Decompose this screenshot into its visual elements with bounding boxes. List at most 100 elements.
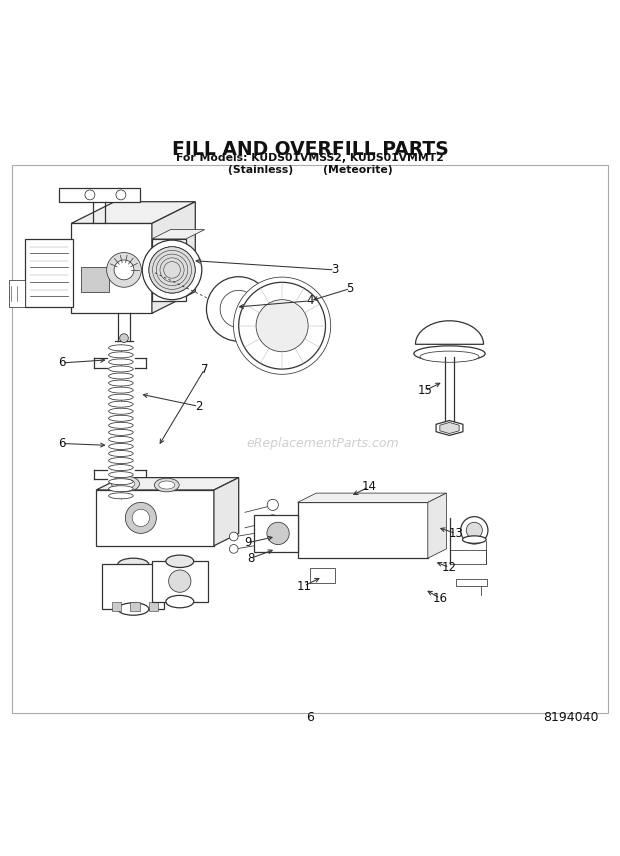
Polygon shape xyxy=(310,568,335,583)
Ellipse shape xyxy=(420,351,479,362)
Polygon shape xyxy=(456,579,487,586)
Circle shape xyxy=(267,514,278,526)
Polygon shape xyxy=(152,229,205,239)
Circle shape xyxy=(132,509,149,526)
Polygon shape xyxy=(214,478,239,546)
Polygon shape xyxy=(130,602,140,611)
Circle shape xyxy=(267,522,289,544)
Polygon shape xyxy=(71,202,195,223)
Ellipse shape xyxy=(166,596,193,608)
Ellipse shape xyxy=(108,443,133,449)
Ellipse shape xyxy=(108,394,133,400)
Circle shape xyxy=(116,190,126,199)
Circle shape xyxy=(466,522,482,538)
Circle shape xyxy=(107,253,141,288)
Ellipse shape xyxy=(108,485,133,491)
Circle shape xyxy=(114,260,134,280)
Polygon shape xyxy=(298,493,446,502)
Circle shape xyxy=(206,276,271,342)
Polygon shape xyxy=(71,223,152,313)
Text: 11: 11 xyxy=(296,580,311,592)
Ellipse shape xyxy=(166,555,193,568)
Circle shape xyxy=(239,282,326,369)
Polygon shape xyxy=(9,280,25,307)
Polygon shape xyxy=(25,239,73,307)
Ellipse shape xyxy=(108,408,133,414)
Circle shape xyxy=(229,544,238,553)
Circle shape xyxy=(125,502,156,533)
Ellipse shape xyxy=(108,430,133,436)
Text: 7: 7 xyxy=(201,363,208,376)
Text: 5: 5 xyxy=(347,282,354,295)
Ellipse shape xyxy=(108,472,133,478)
Ellipse shape xyxy=(108,437,133,443)
Polygon shape xyxy=(102,564,164,609)
Ellipse shape xyxy=(159,481,175,489)
Text: FILL AND OVERFILL PARTS: FILL AND OVERFILL PARTS xyxy=(172,140,448,158)
Polygon shape xyxy=(440,422,459,434)
Ellipse shape xyxy=(108,345,133,351)
Ellipse shape xyxy=(108,387,133,393)
Circle shape xyxy=(120,334,128,342)
Polygon shape xyxy=(152,239,186,301)
Ellipse shape xyxy=(108,422,133,428)
Circle shape xyxy=(461,517,488,544)
Ellipse shape xyxy=(108,479,133,484)
Ellipse shape xyxy=(108,458,133,464)
Circle shape xyxy=(234,277,330,374)
Polygon shape xyxy=(59,188,140,202)
Text: 4: 4 xyxy=(306,294,314,307)
Ellipse shape xyxy=(108,352,133,358)
Text: 6: 6 xyxy=(58,437,66,450)
Circle shape xyxy=(169,570,191,592)
Polygon shape xyxy=(152,202,195,313)
Ellipse shape xyxy=(108,401,133,407)
Polygon shape xyxy=(81,267,108,292)
Polygon shape xyxy=(450,550,486,564)
Ellipse shape xyxy=(108,359,133,365)
Ellipse shape xyxy=(108,415,133,421)
Text: 9: 9 xyxy=(244,536,252,550)
Circle shape xyxy=(229,532,238,541)
Ellipse shape xyxy=(463,536,486,544)
Polygon shape xyxy=(149,602,158,611)
Text: 16: 16 xyxy=(433,592,448,605)
Text: For Models: KUDS01VMSS2, KUDS01VMMT2: For Models: KUDS01VMSS2, KUDS01VMMT2 xyxy=(176,153,444,163)
Ellipse shape xyxy=(112,476,140,491)
Polygon shape xyxy=(254,514,298,552)
Text: 8: 8 xyxy=(247,552,255,565)
Ellipse shape xyxy=(154,479,179,492)
Text: 2: 2 xyxy=(195,400,202,413)
Ellipse shape xyxy=(414,346,485,361)
Ellipse shape xyxy=(108,373,133,379)
Text: 13: 13 xyxy=(448,527,463,540)
Text: 8194040: 8194040 xyxy=(542,711,598,724)
Polygon shape xyxy=(415,321,484,344)
Text: 14: 14 xyxy=(361,480,376,493)
Circle shape xyxy=(220,290,257,328)
Ellipse shape xyxy=(108,380,133,386)
Ellipse shape xyxy=(118,558,149,571)
Text: (Stainless)        (Meteorite): (Stainless) (Meteorite) xyxy=(228,165,392,175)
Ellipse shape xyxy=(108,450,133,456)
Polygon shape xyxy=(428,493,446,558)
Circle shape xyxy=(149,247,195,293)
Text: 12: 12 xyxy=(442,561,457,574)
Polygon shape xyxy=(152,562,208,602)
Polygon shape xyxy=(436,420,463,436)
Ellipse shape xyxy=(117,479,135,489)
Circle shape xyxy=(85,190,95,199)
Circle shape xyxy=(267,499,278,510)
Circle shape xyxy=(143,241,202,300)
Polygon shape xyxy=(96,490,214,546)
Text: eReplacementParts.com: eReplacementParts.com xyxy=(246,437,399,450)
Circle shape xyxy=(256,300,308,352)
Text: 6: 6 xyxy=(306,711,314,724)
Polygon shape xyxy=(96,478,239,490)
Polygon shape xyxy=(298,502,428,558)
Text: 3: 3 xyxy=(331,264,339,276)
Polygon shape xyxy=(112,602,121,611)
Text: 15: 15 xyxy=(417,384,432,397)
Ellipse shape xyxy=(118,603,149,615)
Ellipse shape xyxy=(108,465,133,471)
